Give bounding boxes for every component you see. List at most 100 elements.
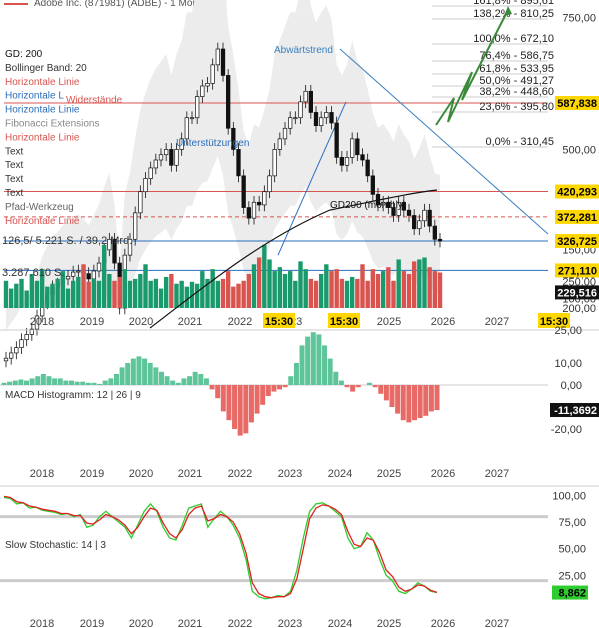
candle-body bbox=[189, 117, 195, 120]
fib-label: 100,0% - 672,10 bbox=[473, 33, 554, 45]
candle-body bbox=[246, 207, 251, 219]
candle-body bbox=[107, 238, 112, 251]
x-tick-label: 2025 bbox=[377, 618, 401, 628]
stoch-line-pctD bbox=[3, 495, 438, 599]
candle-body bbox=[76, 270, 81, 273]
candle-body bbox=[334, 122, 339, 158]
x-tick-label: 2023 bbox=[278, 468, 302, 480]
candle-body bbox=[19, 339, 24, 348]
macd-bar bbox=[412, 385, 418, 421]
volume-bar bbox=[427, 267, 432, 308]
candle-body bbox=[391, 207, 396, 216]
volume-bar bbox=[406, 274, 412, 308]
volume-bar bbox=[225, 271, 231, 308]
volume-bar bbox=[308, 278, 314, 308]
candle-body bbox=[200, 85, 205, 97]
volume-bar bbox=[272, 271, 277, 308]
macd-bar bbox=[52, 378, 58, 385]
candle-body bbox=[174, 149, 179, 166]
x-tick-label: 2018 bbox=[30, 468, 54, 480]
macd-bar bbox=[226, 385, 232, 421]
macd-bar bbox=[97, 383, 103, 385]
volume-bar bbox=[70, 280, 76, 308]
candle-body bbox=[24, 334, 29, 341]
macd-bar bbox=[322, 345, 328, 385]
x-tick-label: 2020 bbox=[129, 316, 153, 328]
macd-bar bbox=[417, 385, 423, 418]
macd-bar bbox=[74, 381, 80, 385]
volume-bar bbox=[45, 286, 50, 308]
x-tick-label: 2026 bbox=[431, 468, 455, 480]
x-tick-label: 2022 bbox=[228, 316, 252, 328]
annotation-abwaertstrend: Abwärtstrend bbox=[274, 45, 333, 56]
candle-body bbox=[133, 212, 138, 240]
candle-body bbox=[112, 238, 117, 264]
volume-bar bbox=[432, 271, 438, 308]
volume-bar bbox=[262, 244, 267, 308]
volume-bar bbox=[318, 274, 324, 308]
x-tick-label: 2020 bbox=[129, 468, 153, 480]
volume-bar bbox=[349, 276, 355, 308]
volume-bar bbox=[91, 278, 97, 308]
y-tick-label: 750,00 bbox=[562, 12, 596, 24]
candle-body bbox=[251, 201, 257, 219]
legend-item: GD: 200 bbox=[5, 49, 43, 60]
macd-bar bbox=[316, 334, 322, 385]
x-tick-label: 2019 bbox=[80, 316, 104, 328]
candle-body bbox=[381, 201, 386, 206]
candle-body bbox=[396, 201, 401, 216]
price-badge-text: 587,838 bbox=[557, 98, 597, 110]
macd-bar bbox=[367, 382, 373, 385]
volume-bar bbox=[215, 280, 221, 308]
macd-bar bbox=[355, 385, 361, 388]
candle-body bbox=[339, 157, 344, 166]
volume-bar bbox=[122, 269, 128, 308]
candle-body bbox=[210, 64, 215, 84]
macd-bar bbox=[187, 376, 193, 385]
volume-bar bbox=[138, 274, 143, 308]
candle-body bbox=[344, 157, 350, 166]
macd-bar bbox=[80, 381, 86, 385]
volume-bar bbox=[127, 280, 133, 308]
volume-bar bbox=[112, 280, 117, 308]
price-badge bbox=[555, 263, 599, 278]
candle-body bbox=[143, 178, 148, 193]
annotation-unterstuetzungen: Unterstützungen bbox=[176, 138, 249, 149]
stoch-y-tick-label: 75,00 bbox=[558, 517, 586, 529]
legend-item: Text bbox=[5, 174, 24, 185]
candle-body bbox=[148, 167, 153, 179]
macd-bar bbox=[147, 363, 153, 385]
candle-body bbox=[226, 75, 231, 129]
volume-bar bbox=[298, 261, 303, 308]
macd-bar bbox=[299, 345, 305, 385]
volume-bar bbox=[375, 274, 381, 308]
x-tick-label: 2019 bbox=[80, 618, 104, 628]
legend-item: Pfad-Werkzeug bbox=[5, 202, 74, 213]
gd200-line bbox=[149, 189, 438, 329]
macd-y-tick-label: 25,00 bbox=[554, 325, 582, 337]
candle-body bbox=[164, 149, 169, 156]
volume-bar bbox=[158, 288, 164, 308]
fib-label: 138,2% - 810,25 bbox=[473, 8, 554, 20]
candle-body bbox=[350, 138, 355, 158]
volume-bar bbox=[324, 264, 329, 308]
macd-label: MACD Histogramm: 12 | 26 | 9 bbox=[5, 390, 141, 401]
volume-bar bbox=[313, 280, 319, 308]
candle-body bbox=[205, 83, 210, 87]
macd-bar bbox=[232, 385, 238, 429]
volume-bar bbox=[179, 280, 184, 308]
candle-body bbox=[86, 273, 91, 280]
legend-item: Text bbox=[5, 160, 24, 171]
candle-body bbox=[324, 112, 329, 119]
price-badge-text: 271,110 bbox=[558, 265, 597, 277]
macd-bar bbox=[130, 358, 136, 385]
volume-bar bbox=[96, 280, 102, 308]
fib-label: 23,6% - 395,80 bbox=[479, 101, 554, 113]
macd-bar bbox=[23, 380, 29, 385]
macd-bar bbox=[7, 381, 13, 385]
candle-body bbox=[386, 201, 391, 208]
x-tick-label: 2022 bbox=[228, 468, 252, 480]
fib-label: 38,2% - 448,60 bbox=[479, 86, 554, 98]
volume-bar bbox=[107, 274, 112, 308]
